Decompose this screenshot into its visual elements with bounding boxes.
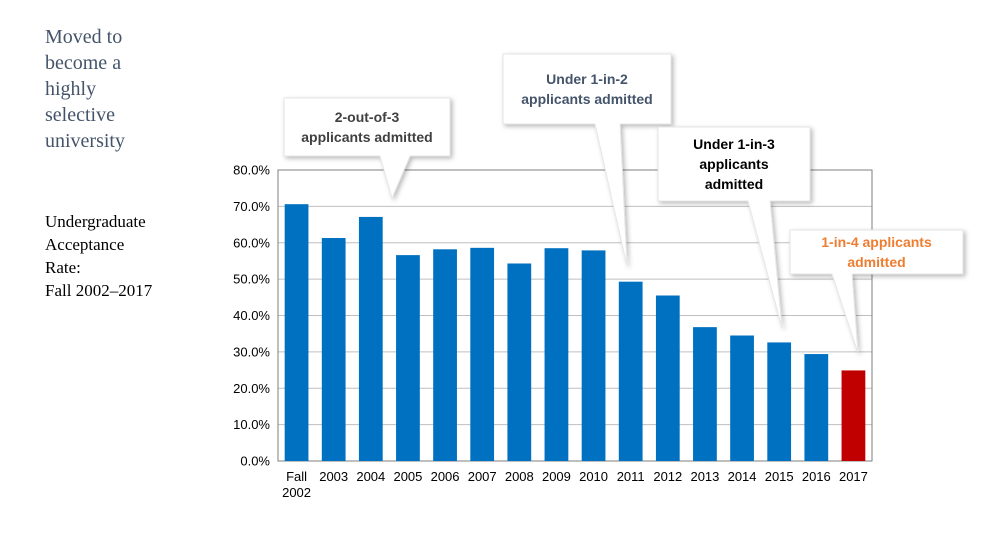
x-tick-label: 2004 <box>356 469 385 484</box>
plot-frame <box>277 169 873 462</box>
headline-line: Moved to <box>45 26 123 48</box>
headline-line: university <box>45 130 125 152</box>
x-tick-label: 2006 <box>431 469 460 484</box>
bar <box>581 250 606 461</box>
bar <box>433 249 457 461</box>
x-tick-label: 2016 <box>802 469 831 484</box>
y-tick-label: 0.0% <box>240 454 270 469</box>
callout <box>502 53 672 267</box>
subtitle-line: Fall 2002–2017 <box>45 281 153 300</box>
callout-text: admitted <box>705 176 763 192</box>
y-tick-label: 20.0% <box>233 381 270 396</box>
bar <box>544 248 569 461</box>
y-tick-label: 70.0% <box>233 199 270 214</box>
y-tick-label: 40.0% <box>233 308 270 323</box>
callout-text: applicants <box>699 156 768 172</box>
subtitle-line: Rate: <box>45 258 81 277</box>
bar <box>284 204 309 461</box>
callout-text: Under 1-in-3 <box>693 136 775 152</box>
y-tick-label: 10.0% <box>233 417 270 432</box>
callout <box>789 229 964 354</box>
x-tick-label: 2011 <box>617 469 645 484</box>
bar <box>470 247 495 461</box>
x-tick-label: 2009 <box>542 469 571 484</box>
callout-box <box>789 229 964 354</box>
x-tick-label: 2012 <box>653 469 682 484</box>
headline-line: selective <box>45 104 115 126</box>
callout-box <box>657 126 811 329</box>
x-tick-label: 2010 <box>579 469 608 484</box>
x-tick-label: Fall <box>286 469 307 484</box>
bar <box>358 216 383 461</box>
bar <box>321 238 346 461</box>
x-tick-label: 2002 <box>282 485 311 500</box>
bar <box>396 255 420 461</box>
callout-text: 1-in-4 applicants <box>821 234 932 250</box>
bar <box>618 281 643 461</box>
bar <box>655 295 680 461</box>
bar <box>767 342 792 461</box>
callout-box <box>502 53 672 267</box>
x-tick-label: 2014 <box>728 469 757 484</box>
callout-box <box>283 97 451 200</box>
chart-subtitle: Undergraduate Acceptance Rate: Fall 2002… <box>45 210 215 302</box>
y-tick-label: 60.0% <box>233 235 270 250</box>
bar <box>841 370 866 461</box>
subtitle-line: Undergraduate <box>45 212 146 231</box>
callout <box>657 126 811 329</box>
callout-text: 2-out-of-3 <box>335 109 400 125</box>
callout-text: applicants admitted <box>521 91 652 107</box>
y-tick-label: 30.0% <box>233 344 270 359</box>
bar <box>507 263 532 461</box>
x-tick-label: 2008 <box>505 469 534 484</box>
headline-line: become a <box>45 52 122 74</box>
x-tick-label: 2015 <box>765 469 794 484</box>
bar <box>804 354 829 461</box>
bar <box>730 335 754 461</box>
headline-line: highly <box>45 78 97 100</box>
subtitle-line: Acceptance <box>45 235 125 254</box>
x-tick-label: 2007 <box>468 469 497 484</box>
bar <box>693 327 717 461</box>
callout-text: applicants admitted <box>301 129 432 145</box>
y-tick-label: 80.0% <box>233 163 270 178</box>
x-tick-label: 2013 <box>690 469 719 484</box>
callout-text: Under 1-in-2 <box>546 71 628 87</box>
callout-text: admitted <box>847 254 905 270</box>
x-tick-label: 2017 <box>839 469 868 484</box>
y-tick-label: 50.0% <box>233 272 270 287</box>
callout <box>283 97 451 200</box>
x-tick-label: 2005 <box>393 469 422 484</box>
x-tick-label: 2003 <box>319 469 348 484</box>
headline: Moved to become a highly selective unive… <box>45 24 185 154</box>
